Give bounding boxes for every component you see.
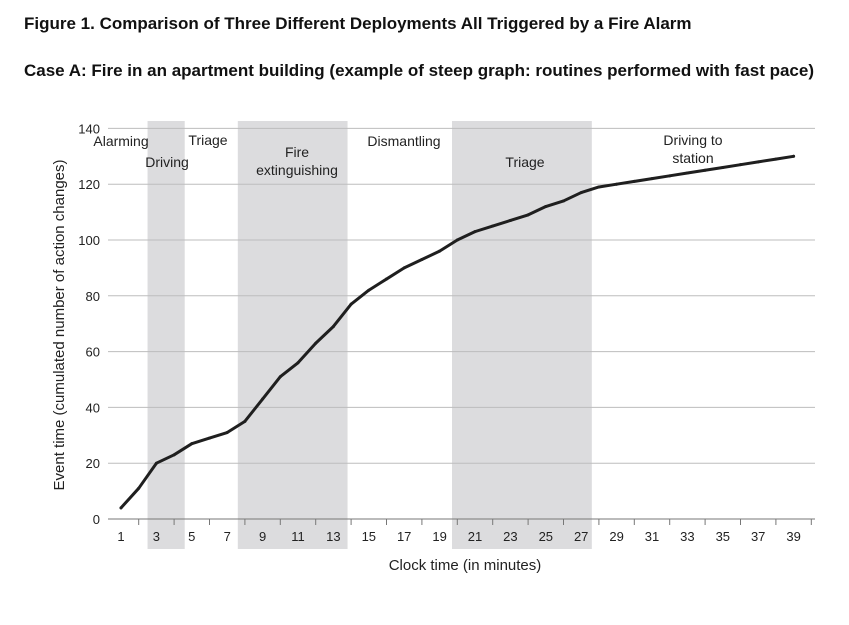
- x-tick-label: 9: [259, 529, 266, 544]
- phase-label-1: Driving: [145, 154, 189, 170]
- case-title: Case A: Fire in an apartment building (e…: [24, 61, 815, 80]
- phase-label-2: Triage: [188, 132, 227, 148]
- x-tick-label: 1: [117, 529, 124, 544]
- data-point: [526, 213, 530, 217]
- data-point: [367, 288, 371, 292]
- data-point: [243, 419, 247, 423]
- data-point: [261, 397, 265, 401]
- phase-label-6: Driving to station: [663, 132, 722, 166]
- data-point: [154, 461, 158, 465]
- x-tick-label: 7: [224, 529, 231, 544]
- data-point: [703, 168, 707, 172]
- data-point: [579, 191, 583, 195]
- data-point: [278, 375, 282, 379]
- data-point: [172, 453, 176, 457]
- data-point: [331, 324, 335, 328]
- data-point: [208, 436, 211, 440]
- x-tick-label: 23: [503, 529, 517, 544]
- x-axis-label: Clock time (in minutes): [389, 557, 542, 574]
- data-point: [668, 174, 672, 178]
- data-point: [225, 431, 229, 435]
- data-point: [190, 442, 194, 446]
- data-point: [632, 179, 636, 183]
- y-tick-label: 60: [86, 345, 100, 360]
- x-tick-label: 33: [680, 529, 694, 544]
- data-point: [455, 238, 459, 242]
- x-tick-label: 37: [751, 529, 765, 544]
- y-tick-label: 40: [86, 400, 100, 415]
- data-point: [685, 171, 689, 175]
- data-point: [491, 224, 495, 228]
- phase-band-5: [451, 121, 592, 549]
- data-point: [420, 258, 424, 262]
- data-point: [473, 230, 477, 234]
- x-tick-label: 15: [362, 529, 376, 544]
- figure-title: Figure 1. Comparison of Three Different …: [24, 14, 692, 33]
- data-point: [438, 249, 442, 253]
- data-point: [774, 157, 778, 161]
- x-tick-label: 25: [539, 529, 553, 544]
- x-tick-label: 17: [397, 529, 411, 544]
- x-tick-label: 35: [716, 529, 730, 544]
- x-tick-label: 27: [574, 529, 588, 544]
- x-tick-label: 21: [468, 529, 482, 544]
- data-point: [792, 154, 796, 158]
- y-tick-label: 100: [78, 233, 100, 248]
- data-point: [119, 506, 123, 510]
- x-tick-label: 13: [326, 529, 340, 544]
- data-point: [756, 160, 760, 164]
- data-point: [385, 277, 388, 281]
- x-tick-label: 39: [786, 529, 800, 544]
- data-point: [296, 361, 300, 365]
- data-point: [544, 205, 548, 209]
- y-tick-label: 140: [78, 121, 100, 136]
- data-point: [349, 302, 353, 306]
- y-tick-label: 80: [86, 289, 100, 304]
- data-point: [508, 218, 512, 222]
- data-point: [137, 486, 141, 490]
- data-point: [314, 341, 318, 345]
- x-tick-label: 11: [291, 529, 305, 544]
- data-point: [650, 177, 654, 181]
- data-point: [721, 165, 725, 169]
- x-tick-label: 19: [432, 529, 446, 544]
- phase-label-0: Alarming: [93, 133, 148, 149]
- phase-label-5: Triage: [505, 154, 544, 170]
- phase-band-3: [237, 121, 348, 549]
- phase-label-3: Fire extinguishing: [256, 144, 338, 178]
- x-tick-label: 29: [609, 529, 623, 544]
- data-point: [597, 185, 601, 189]
- y-tick-label: 120: [78, 177, 100, 192]
- data-point: [739, 163, 742, 167]
- data-point: [562, 199, 565, 203]
- data-point: [402, 266, 406, 270]
- phase-label-4: Dismantling: [367, 133, 440, 149]
- y-tick-label: 0: [93, 512, 100, 527]
- y-tick-label: 20: [86, 456, 100, 471]
- data-point: [615, 182, 619, 186]
- x-tick-label: 3: [153, 529, 160, 544]
- y-axis-label: Event time (cumulated number of action c…: [51, 159, 68, 490]
- phase-band-1: [147, 121, 185, 549]
- x-tick-label: 5: [188, 529, 195, 544]
- x-tick-label: 31: [645, 529, 659, 544]
